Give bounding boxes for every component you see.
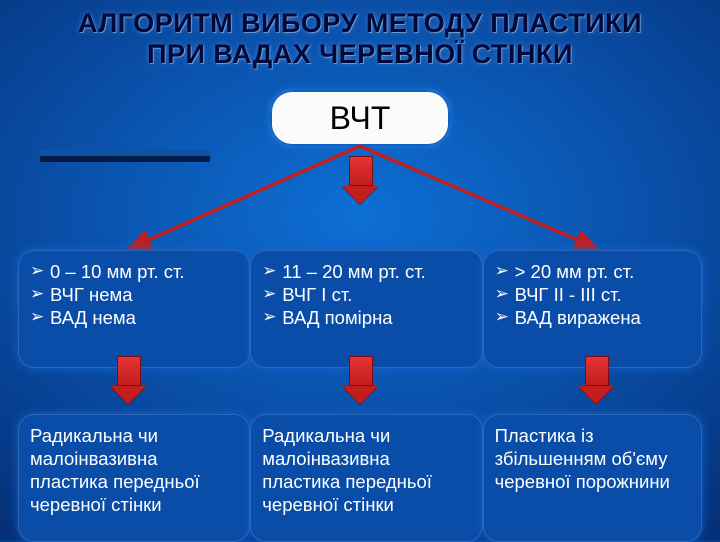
bullet: > 20 мм рт. ст. bbox=[495, 260, 690, 283]
arrow-down-icon bbox=[349, 356, 378, 404]
bullet: 0 – 10 мм рт. ст. bbox=[30, 260, 238, 283]
criteria-list-2: 11 – 20 мм рт. ст. ВЧГ І ст. ВАД помірна bbox=[262, 260, 470, 329]
outcome-row: Радикальна чи малоінвазивна пластика пер… bbox=[0, 414, 720, 542]
bullet: ВАД виражена bbox=[495, 306, 690, 329]
bullet: ВЧГ ІІ - ІІІ ст. bbox=[495, 283, 690, 306]
root-node-label: ВЧТ bbox=[330, 100, 391, 137]
slide-title: АЛГОРИТМ ВИБОРУ МЕТОДУ ПЛАСТИКИ ПРИ ВАДА… bbox=[0, 8, 720, 70]
bullet: ВАД нема bbox=[30, 306, 238, 329]
outcome-text: Пластика із збільшенням об'єму черевної … bbox=[495, 425, 670, 492]
arrow-down-icon bbox=[585, 356, 614, 404]
criteria-list-1: 0 – 10 мм рт. ст. ВЧГ нема ВАД нема bbox=[30, 260, 238, 329]
outcome-box-1: Радикальна чи малоінвазивна пластика пер… bbox=[18, 414, 250, 542]
bullet: ВЧГ І ст. bbox=[262, 283, 470, 306]
criteria-row: 0 – 10 мм рт. ст. ВЧГ нема ВАД нема 11 –… bbox=[0, 250, 720, 368]
criteria-box-3: > 20 мм рт. ст. ВЧГ ІІ - ІІІ ст. ВАД вир… bbox=[483, 250, 702, 368]
criteria-list-3: > 20 мм рт. ст. ВЧГ ІІ - ІІІ ст. ВАД вир… bbox=[495, 260, 690, 329]
arrow-down-icon bbox=[117, 356, 146, 404]
title-line-2: ПРИ ВАДАХ ЧЕРЕВНОЇ СТІНКИ bbox=[0, 39, 720, 70]
title-underline bbox=[40, 150, 210, 156]
title-line-1: АЛГОРИТМ ВИБОРУ МЕТОДУ ПЛАСТИКИ bbox=[0, 8, 720, 39]
outcome-box-2: Радикальна чи малоінвазивна пластика пер… bbox=[250, 414, 482, 542]
outcome-box-3: Пластика із збільшенням об'єму черевної … bbox=[483, 414, 702, 542]
criteria-box-2: 11 – 20 мм рт. ст. ВЧГ І ст. ВАД помірна bbox=[250, 250, 482, 368]
outcome-text: Радикальна чи малоінвазивна пластика пер… bbox=[262, 425, 432, 515]
bullet: ВЧГ нема bbox=[30, 283, 238, 306]
outcome-text: Радикальна чи малоінвазивна пластика пер… bbox=[30, 425, 200, 515]
bullet: 11 – 20 мм рт. ст. bbox=[262, 260, 470, 283]
criteria-box-1: 0 – 10 мм рт. ст. ВЧГ нема ВАД нема bbox=[18, 250, 250, 368]
root-node: ВЧТ bbox=[270, 90, 450, 146]
bullet: ВАД помірна bbox=[262, 306, 470, 329]
arrow-down-icon bbox=[349, 156, 378, 204]
